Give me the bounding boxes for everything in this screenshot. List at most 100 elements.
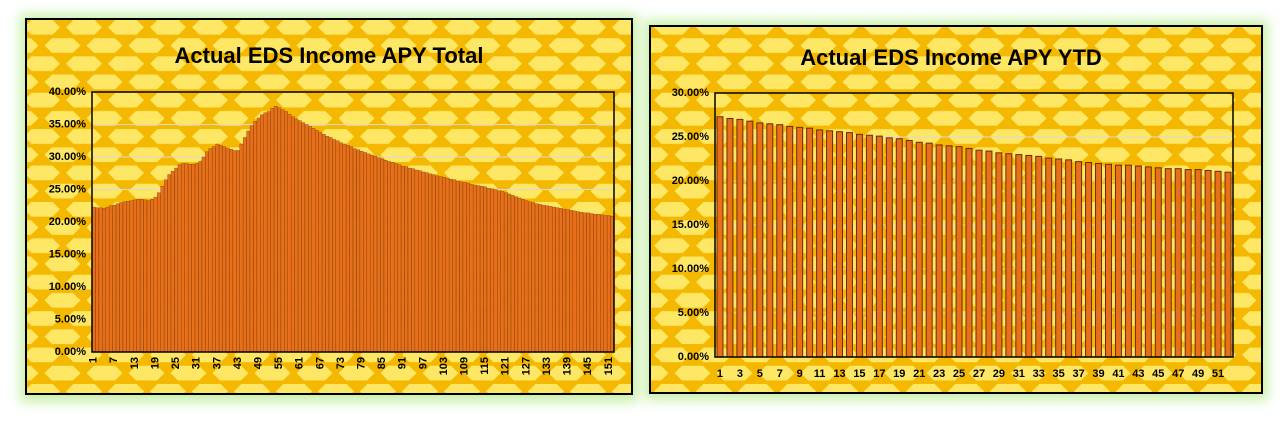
bar: [521, 199, 525, 353]
bar: [335, 140, 340, 353]
bar: [865, 134, 873, 358]
bar: [263, 112, 268, 353]
x-tick-label: 7: [108, 357, 120, 363]
bar: [129, 200, 134, 353]
bar: [776, 124, 784, 358]
bar: [596, 214, 601, 353]
bar: [935, 144, 943, 358]
bar: [1124, 164, 1132, 358]
bar: [603, 215, 608, 353]
bar: [435, 175, 439, 353]
x-tick-label: 25: [170, 357, 182, 369]
bar: [438, 176, 443, 353]
bar: [219, 145, 223, 353]
bar: [796, 126, 804, 358]
bar: [442, 176, 446, 353]
bar: [885, 137, 893, 358]
bar: [510, 195, 515, 353]
bar: [401, 165, 405, 353]
bar: [205, 151, 209, 353]
bar: [119, 202, 123, 353]
x-tick-label: 97: [417, 357, 429, 369]
bar: [486, 188, 491, 353]
y-tick-label: 10.00%: [49, 281, 87, 293]
bar: [363, 152, 367, 353]
x-tick-label: 27: [973, 368, 985, 380]
bar: [188, 163, 192, 353]
x-tick-label: 47: [1172, 368, 1184, 380]
bar: [1214, 170, 1222, 358]
x-tick-label: 25: [953, 368, 965, 380]
bar: [177, 164, 182, 353]
bar: [565, 209, 570, 353]
y-tick-label: 30.00%: [672, 87, 710, 99]
bar: [428, 173, 433, 353]
bar: [586, 212, 591, 353]
bar: [397, 164, 402, 353]
bar: [756, 122, 764, 358]
x-tick-label: 103: [438, 357, 450, 375]
bar: [1045, 157, 1053, 358]
bar: [1164, 168, 1172, 358]
bar: [766, 123, 774, 358]
bar: [504, 192, 508, 353]
x-tick-label: 45: [1152, 368, 1164, 380]
x-tick-label: 1: [88, 357, 100, 363]
bar: [562, 208, 566, 353]
bar: [407, 167, 412, 353]
x-tick-label: 139: [562, 357, 574, 375]
bar: [985, 150, 993, 358]
bar: [291, 116, 295, 353]
y-tick-label: 20.00%: [672, 175, 710, 187]
bar: [421, 171, 426, 353]
bar: [455, 180, 460, 353]
x-tick-label: 21: [913, 368, 925, 380]
y-tick-label: 0.00%: [678, 351, 709, 363]
bar: [965, 147, 973, 358]
bar: [394, 163, 398, 353]
bar: [1194, 169, 1202, 358]
chart-title: Actual EDS Income APY Total: [175, 43, 484, 68]
bar: [1174, 168, 1182, 358]
bar: [726, 118, 734, 358]
bar: [583, 212, 587, 353]
x-tick-label: 5: [757, 368, 763, 380]
bar: [418, 170, 422, 353]
bar: [277, 107, 281, 353]
bar: [308, 126, 312, 353]
bar: [497, 190, 501, 353]
y-tick-label: 25.00%: [49, 183, 87, 195]
bar: [167, 174, 172, 353]
x-tick-label: 29: [993, 368, 1005, 380]
chart-0: Actual EDS Income APY Total 0.00% 5.00% 10.…: [49, 43, 615, 376]
bar: [370, 154, 374, 353]
x-tick-label: 15: [853, 368, 865, 380]
x-tick-label: 19: [149, 357, 161, 369]
x-tick-label: 121: [500, 357, 512, 375]
bar: [1065, 159, 1073, 358]
bar: [541, 204, 546, 353]
x-tick-label: 51: [1212, 368, 1224, 380]
x-tick-label: 11: [814, 368, 826, 380]
bar: [579, 212, 584, 353]
bar: [146, 200, 151, 353]
bar: [459, 181, 463, 353]
x-tick-label: 9: [797, 368, 803, 380]
bar: [243, 137, 247, 353]
x-tick-label: 133: [541, 357, 553, 375]
bar: [1134, 165, 1142, 358]
x-tick-label: 73: [335, 357, 347, 369]
bar: [201, 156, 206, 353]
bar: [133, 199, 137, 353]
x-tick-label: 61: [294, 357, 306, 369]
bar: [191, 163, 196, 353]
x-tick-label: 7: [777, 368, 783, 380]
y-tick-label: 15.00%: [49, 248, 87, 260]
bar: [1095, 162, 1103, 358]
bar: [339, 142, 343, 353]
bar: [915, 141, 923, 358]
bar: [225, 147, 230, 353]
bar: [845, 132, 853, 358]
